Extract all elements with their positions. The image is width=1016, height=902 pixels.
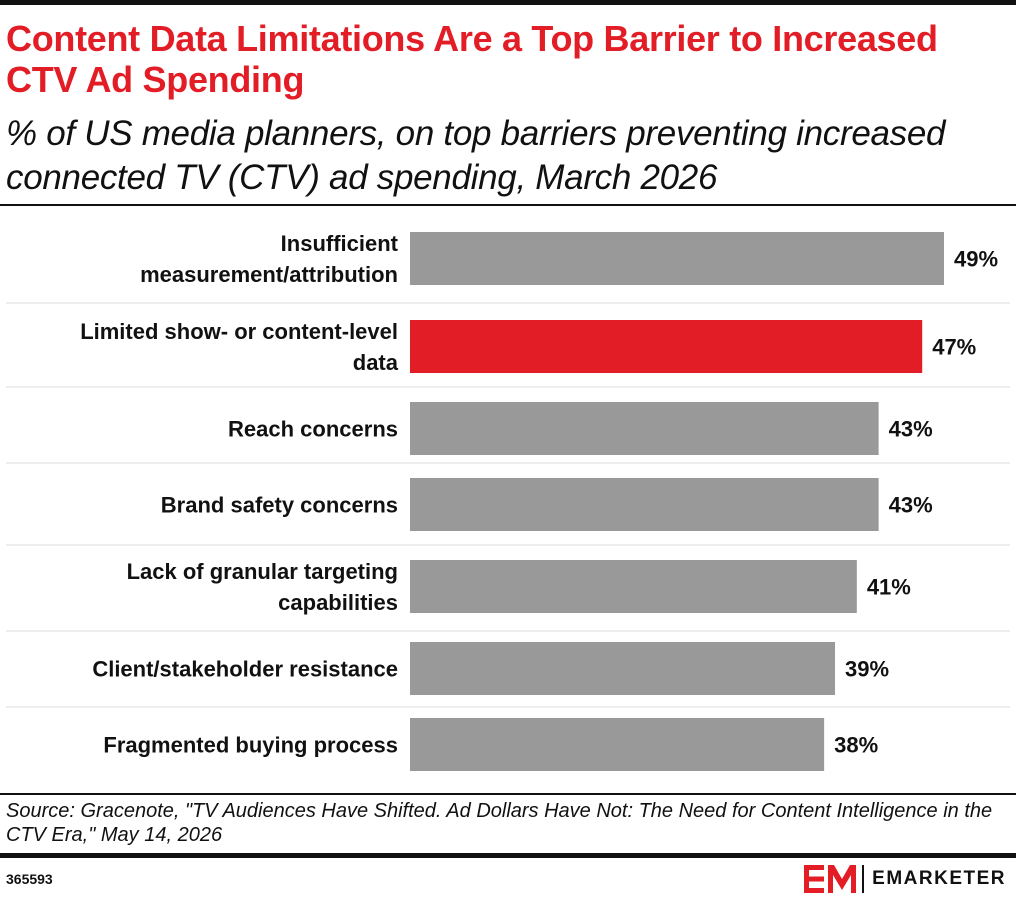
top-rule: [0, 0, 1016, 5]
value-label: 38%: [834, 733, 878, 758]
value-label: 41%: [867, 575, 911, 600]
category-label: data: [353, 350, 399, 375]
bar: [410, 642, 836, 695]
bar: [410, 320, 923, 373]
category-label: Client/stakeholder resistance: [92, 657, 398, 682]
source-divider: [0, 793, 1016, 795]
category-label: Lack of granular targeting: [127, 559, 398, 584]
brand-name: EMARKETER: [872, 868, 1006, 889]
category-label: Insufficient: [281, 231, 399, 256]
bar: [410, 560, 857, 613]
chart-id: 365593: [6, 871, 53, 887]
source-note: Source: Gracenote, "TV Audiences Have Sh…: [6, 800, 993, 846]
bar: [410, 402, 879, 455]
em-logo-icon: [804, 865, 857, 893]
footer-divider: [0, 853, 1016, 858]
category-label: Limited show- or content-level: [80, 319, 398, 344]
chart-subtitle: % of US media planners, on top barriers …: [6, 114, 946, 197]
brand-logo: EMARKETER: [804, 863, 1006, 895]
value-label: 39%: [845, 657, 889, 682]
category-label: Reach concerns: [228, 417, 398, 442]
brand-separator: [862, 865, 865, 893]
value-label: 43%: [889, 493, 933, 518]
chart-title: Content Data Limitations Are a Top Barri…: [6, 18, 938, 100]
value-label: 47%: [932, 335, 976, 360]
category-label: Brand safety concerns: [161, 493, 398, 518]
category-label: measurement/attribution: [140, 262, 398, 287]
category-label: Fragmented buying process: [103, 733, 398, 758]
category-label: capabilities: [278, 590, 398, 615]
value-label: 43%: [889, 417, 933, 442]
header-divider: [0, 204, 1016, 206]
value-label: 49%: [954, 247, 998, 272]
bar: [410, 232, 944, 285]
bar: [410, 478, 879, 531]
bar: [410, 718, 825, 771]
